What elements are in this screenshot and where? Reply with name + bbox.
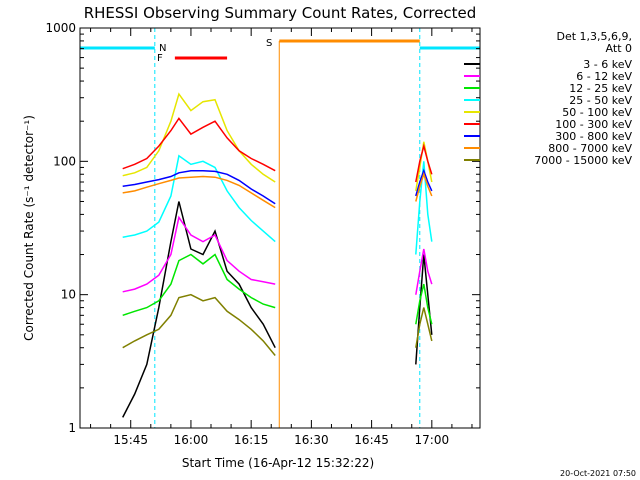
series-line-4-a bbox=[122, 154, 276, 243]
x-axis-label: Start Time (16-Apr-12 15:32:22) bbox=[182, 456, 374, 470]
y-tick-label: 10 bbox=[61, 288, 76, 302]
legend-label: 12 - 25 keV bbox=[569, 82, 632, 95]
x-tick-label: 16:15 bbox=[234, 433, 269, 447]
x-tick-label: 16:00 bbox=[174, 433, 209, 447]
legend-label: 300 - 800 keV bbox=[555, 130, 632, 143]
y-tick-label: 100 bbox=[53, 154, 76, 168]
x-tick-label: 15:45 bbox=[113, 433, 148, 447]
x-axis-ticks: 15:45 16:00 16:15 16:30 16:45 17:00 bbox=[90, 28, 473, 447]
saa-state-label: S bbox=[266, 38, 272, 49]
series-line-8-b bbox=[415, 171, 433, 202]
series-line-1-b bbox=[415, 254, 433, 365]
series-line-2-a bbox=[122, 215, 276, 293]
x-tick-label: 16:30 bbox=[294, 433, 329, 447]
series-line-7-b bbox=[415, 168, 433, 197]
legend-label: 800 - 7000 keV bbox=[548, 142, 632, 155]
legend-label: 3 - 6 keV bbox=[583, 58, 632, 71]
series-line-9-a bbox=[122, 293, 276, 356]
y-axis-ticks: 1 10 100 1000 bbox=[45, 21, 480, 435]
flare-state-label: F bbox=[157, 53, 163, 64]
series-line-2-b bbox=[415, 248, 433, 295]
chart-title: RHESSI Observing Summary Count Rates, Co… bbox=[84, 4, 477, 22]
series-line-8-a bbox=[122, 175, 276, 209]
y-axis-label: Corrected Count Rate (s⁻¹ detector⁻¹) bbox=[22, 115, 36, 341]
y-tick-label: 1000 bbox=[45, 21, 76, 35]
legend-label: 25 - 50 keV bbox=[569, 94, 632, 107]
series-line-4-b bbox=[415, 161, 433, 255]
night-intervals bbox=[80, 28, 480, 428]
legend-header-line: Det 1,3,5,6,9, bbox=[556, 30, 632, 43]
series-line-6-b bbox=[415, 143, 433, 183]
x-tick-label: 17:00 bbox=[415, 433, 450, 447]
series-line-3-a bbox=[122, 253, 276, 317]
y-tick-label: 1 bbox=[68, 421, 76, 435]
night-state-label: N bbox=[159, 43, 166, 54]
legend-label: 50 - 100 keV bbox=[562, 106, 632, 119]
legend-label: 100 - 300 keV bbox=[555, 118, 632, 131]
series-line-7-a bbox=[122, 169, 276, 205]
series-lines bbox=[122, 92, 433, 418]
series-line-6-a bbox=[122, 117, 276, 172]
plot-frame bbox=[79, 27, 481, 429]
x-tick-label: 16:45 bbox=[354, 433, 389, 447]
series-line-5-b bbox=[415, 141, 433, 192]
saa-interval bbox=[278, 39, 420, 428]
legend-header-line: Att 0 bbox=[606, 42, 632, 55]
timestamp: 20-Oct-2021 07:50 bbox=[560, 469, 636, 478]
series-line-5-a bbox=[122, 92, 276, 183]
legend-label: 7000 - 15000 keV bbox=[534, 154, 632, 167]
series-line-9-b bbox=[415, 307, 433, 348]
legend-label: 6 - 12 keV bbox=[576, 70, 632, 83]
state-labels: N F S bbox=[157, 38, 272, 64]
series-line-3-b bbox=[415, 283, 433, 325]
series-line-1-a bbox=[122, 201, 276, 418]
